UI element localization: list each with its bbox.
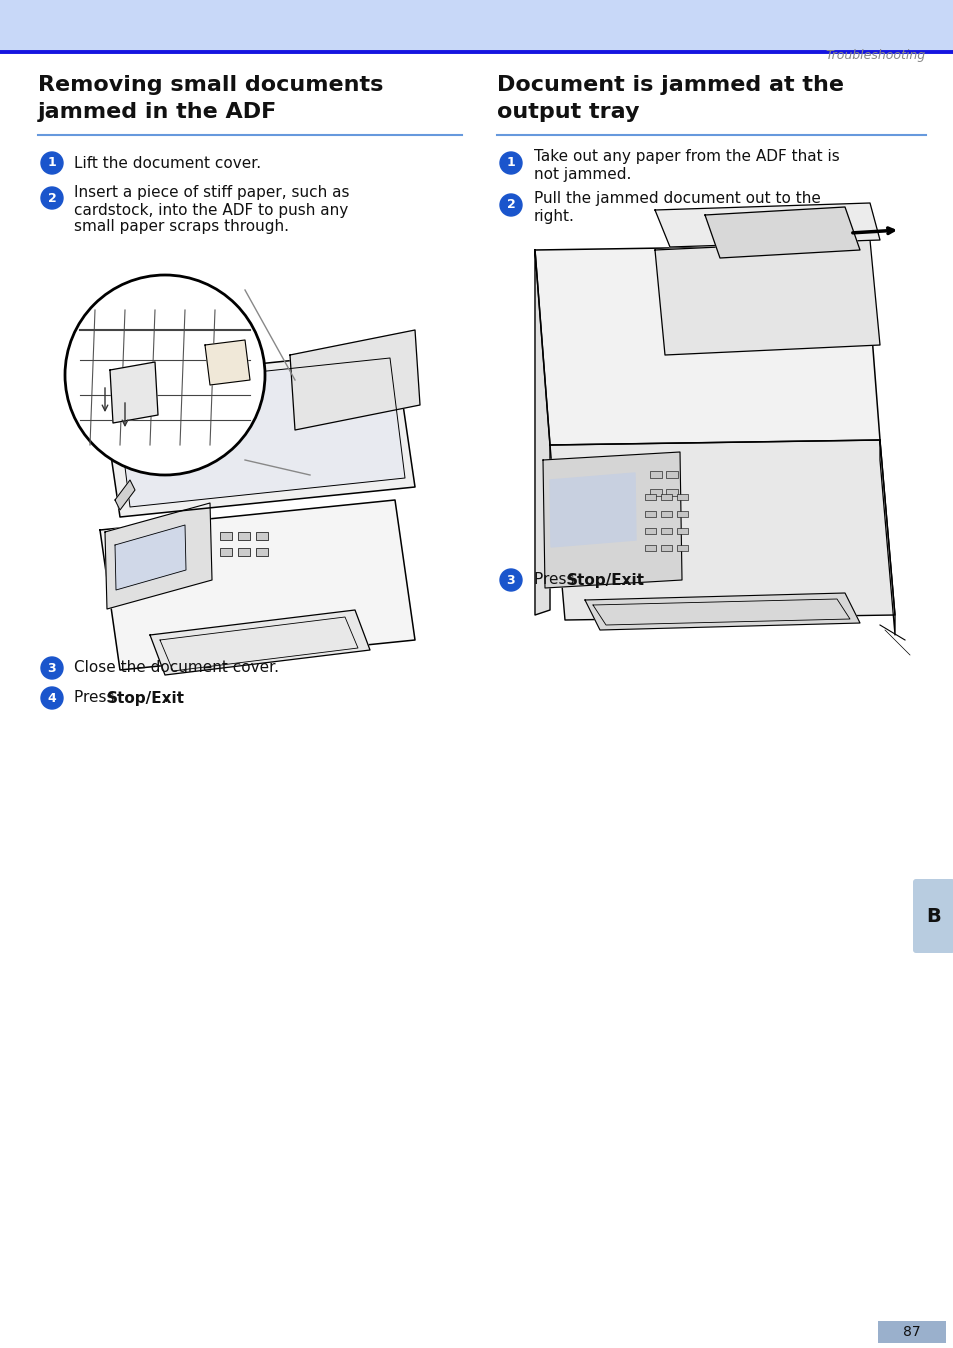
Bar bbox=[237, 549, 250, 555]
Polygon shape bbox=[550, 473, 636, 547]
Circle shape bbox=[499, 194, 521, 216]
Text: Close the document cover.: Close the document cover. bbox=[74, 661, 278, 675]
Text: Stop/Exit: Stop/Exit bbox=[107, 690, 185, 705]
Text: 3: 3 bbox=[48, 662, 56, 674]
Bar bbox=[677, 528, 687, 534]
Polygon shape bbox=[584, 593, 859, 630]
Bar bbox=[644, 528, 656, 534]
Text: 1: 1 bbox=[48, 156, 56, 170]
Text: B: B bbox=[925, 906, 941, 926]
Text: Lift the document cover.: Lift the document cover. bbox=[74, 155, 261, 170]
Text: Removing small documents: Removing small documents bbox=[38, 75, 383, 94]
Bar bbox=[660, 545, 671, 551]
Bar bbox=[660, 528, 671, 534]
Text: Pull the jammed document out to the: Pull the jammed document out to the bbox=[534, 191, 820, 206]
Polygon shape bbox=[115, 359, 405, 507]
Text: Take out any paper from the ADF that is: Take out any paper from the ADF that is bbox=[534, 150, 839, 164]
Bar bbox=[644, 511, 656, 518]
Text: small paper scraps through.: small paper scraps through. bbox=[74, 220, 289, 235]
Text: 4: 4 bbox=[48, 692, 56, 705]
Text: output tray: output tray bbox=[497, 102, 639, 123]
Text: .: . bbox=[622, 573, 627, 588]
Text: Press: Press bbox=[74, 690, 119, 705]
Circle shape bbox=[41, 187, 63, 209]
Bar bbox=[255, 549, 268, 555]
Bar bbox=[644, 545, 656, 551]
Text: cardstock, into the ADF to push any: cardstock, into the ADF to push any bbox=[74, 202, 348, 217]
Bar bbox=[0, 0, 953, 53]
Polygon shape bbox=[100, 500, 415, 670]
Bar bbox=[677, 545, 687, 551]
Polygon shape bbox=[290, 330, 419, 430]
Text: Document is jammed at the: Document is jammed at the bbox=[497, 75, 843, 94]
Text: Troubleshooting: Troubleshooting bbox=[825, 49, 925, 62]
Bar bbox=[677, 493, 687, 500]
Bar bbox=[665, 470, 678, 479]
Text: 1: 1 bbox=[506, 156, 515, 170]
Polygon shape bbox=[110, 363, 158, 423]
Bar bbox=[665, 489, 678, 496]
Polygon shape bbox=[655, 240, 879, 355]
Text: 2: 2 bbox=[506, 198, 515, 212]
Bar bbox=[255, 532, 268, 541]
FancyBboxPatch shape bbox=[912, 879, 953, 953]
Polygon shape bbox=[704, 208, 859, 257]
Text: Insert a piece of stiff paper, such as: Insert a piece of stiff paper, such as bbox=[74, 186, 349, 201]
Polygon shape bbox=[535, 245, 879, 445]
Circle shape bbox=[499, 569, 521, 590]
Polygon shape bbox=[550, 439, 894, 620]
Polygon shape bbox=[879, 439, 894, 635]
Circle shape bbox=[41, 656, 63, 679]
Polygon shape bbox=[205, 340, 250, 386]
Bar bbox=[677, 511, 687, 518]
Bar bbox=[237, 532, 250, 541]
Polygon shape bbox=[115, 480, 135, 510]
Bar bbox=[220, 549, 232, 555]
Polygon shape bbox=[100, 350, 415, 518]
Polygon shape bbox=[535, 249, 550, 615]
Bar bbox=[644, 493, 656, 500]
Bar bbox=[649, 470, 661, 479]
Bar bbox=[660, 511, 671, 518]
Circle shape bbox=[41, 152, 63, 174]
Text: .: . bbox=[163, 690, 168, 705]
Polygon shape bbox=[655, 204, 879, 247]
Polygon shape bbox=[150, 611, 370, 675]
Polygon shape bbox=[115, 524, 186, 590]
Bar bbox=[877, 1321, 945, 1343]
Text: Stop/Exit: Stop/Exit bbox=[566, 573, 644, 588]
Polygon shape bbox=[105, 503, 212, 609]
Text: 2: 2 bbox=[48, 191, 56, 205]
Circle shape bbox=[41, 687, 63, 709]
Polygon shape bbox=[542, 452, 681, 588]
Text: Press: Press bbox=[534, 573, 578, 588]
Bar bbox=[220, 532, 232, 541]
Text: 3: 3 bbox=[506, 573, 515, 586]
Text: jammed in the ADF: jammed in the ADF bbox=[38, 102, 277, 123]
Circle shape bbox=[65, 275, 265, 474]
Text: not jammed.: not jammed. bbox=[534, 167, 631, 182]
Text: right.: right. bbox=[534, 209, 575, 224]
Circle shape bbox=[499, 152, 521, 174]
Bar bbox=[649, 489, 661, 496]
Bar bbox=[660, 493, 671, 500]
Text: 87: 87 bbox=[902, 1325, 920, 1339]
